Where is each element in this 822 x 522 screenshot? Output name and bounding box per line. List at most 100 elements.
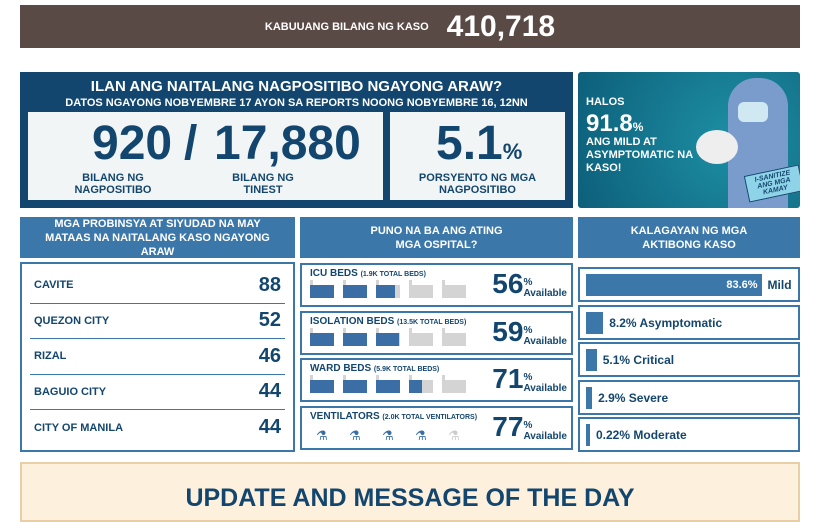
today-title: ILAN ANG NAITALANG NAGPOSITIBO NGAYONG A… [90, 78, 503, 95]
bed-icon [376, 375, 400, 393]
provinces-list: CAVITE 88 QUEZON CITY 52 RIZAL 46 BAGUIO CITY 4… [20, 262, 295, 452]
bed-icon [442, 375, 466, 393]
ventilator-icon: ⚗ [316, 428, 328, 443]
face-mask-icon [738, 102, 768, 122]
available-label: Available [523, 336, 567, 347]
bed-icon [343, 328, 367, 346]
bed-icon [376, 280, 400, 298]
severity-item: 8.2% Asymptomatic [578, 305, 800, 340]
hospital-capacity-item: ISOLATION BEDS (13.5K TOTAL BEDS) 59% Ava… [300, 311, 573, 355]
bed-icon [376, 328, 400, 346]
severity-bar [586, 386, 593, 409]
province-row: CITY OF MANILA 44 [30, 410, 285, 446]
ventilator-icon: ⚗ [415, 428, 427, 443]
slash: / [184, 117, 198, 170]
severity-item: 2.9% Severe [578, 380, 800, 415]
promo-banner: HALOS 91.8% ANG MILD AT ASYMPTOMATIC NA … [578, 72, 800, 208]
positivity-rate-box: 5.1% PORSYENTO NG MGA NAGPOSITIBO [390, 112, 565, 200]
severity-header: KALAGAYAN NG MGA AKTIBONG KASO [578, 217, 800, 258]
total-cases-label: KABUUANG BILANG NG KASO [264, 20, 429, 33]
tested-value: 17,880 [214, 117, 361, 170]
severity-label: Asymptomatic [639, 315, 723, 330]
bed-icon [310, 280, 334, 298]
today-subtitle: DATOS NGAYONG NOBYEMBRE 17 AYON SA REPOR… [65, 97, 528, 109]
province-row: CAVITE 88 [30, 268, 285, 304]
promo-halos: HALOS [586, 96, 625, 108]
capacity-name: ICU BEDS [310, 268, 358, 279]
capacity-name: WARD BEDS [310, 363, 372, 374]
positive-label: BILANG NG NAGPOSITIBO [74, 172, 152, 196]
capacity-total: (5.9K TOTAL BEDS) [373, 366, 440, 373]
province-name: RIZAL [34, 350, 67, 363]
severity-label: Mild [767, 277, 792, 292]
province-name: CITY OF MANILA [34, 421, 124, 434]
percent-sign: % [523, 372, 533, 383]
capacity-total: (2.0K TOTAL VENTILATORS) [382, 414, 478, 421]
promo-text: ANG MILD AT ASYMPTOMATIC NA KASO! [586, 136, 693, 174]
province-name: BAGUIO CITY [34, 385, 107, 398]
capacity-percent: 71 [492, 363, 524, 394]
provinces-header: MGA PROBINSYA AT SIYUDAD NA MAY MATAAS N… [20, 217, 295, 258]
bed-icon [409, 328, 433, 346]
province-name: CAVITE [34, 279, 74, 292]
severity-label: Moderate [633, 427, 687, 442]
severity-label: Critical [633, 352, 675, 367]
province-name: QUEZON CITY [34, 314, 110, 327]
tested-label: BILANG NG TINEST [232, 172, 294, 196]
total-cases-value: 410,718 [446, 9, 556, 43]
positive-value: 920 [92, 117, 173, 170]
severity-label: Severe [628, 390, 669, 405]
capacity-percent: 56 [492, 268, 524, 299]
ventilator-icon: ⚗ [382, 428, 394, 443]
rate-value: 5.1 [436, 117, 503, 170]
available-label: Available [523, 288, 567, 299]
total-cases-banner: KABUUANG BILANG NG KASO 410,718 [20, 5, 800, 48]
province-row: BAGUIO CITY 44 [30, 375, 285, 410]
severity-item: 83.6% Mild [578, 267, 800, 302]
severity-percent: 2.9% [598, 390, 626, 405]
province-count: 44 [258, 380, 281, 403]
soap-hands-illustration [696, 130, 738, 164]
promo-unit: % [632, 120, 644, 134]
available-label: Available [523, 383, 567, 394]
bed-icon [442, 280, 466, 298]
promo-value: 91.8 [586, 110, 633, 137]
severity-item: 5.1% Critical [578, 342, 800, 377]
province-count: 52 [258, 309, 281, 332]
severity-bar [586, 423, 590, 446]
severity-percent: 8.2% [609, 315, 637, 330]
province-count: 88 [258, 273, 281, 296]
capacity-total: (13.5K TOTAL BEDS) [397, 319, 467, 326]
hospital-capacity-item: VENTILATORS (2.0K TOTAL VENTILATORS) ⚗ ⚗ ⚗… [300, 406, 573, 450]
province-count: 46 [258, 344, 281, 367]
bed-icon [343, 280, 367, 298]
capacity-percent: 59 [492, 316, 524, 347]
severity-percent: 0.22% [596, 427, 631, 442]
severity-bar: 83.6% [586, 273, 762, 296]
capacity-total: (1.9K TOTAL BEDS) [360, 271, 426, 278]
available-label: Available [523, 431, 567, 442]
bed-icon [442, 328, 466, 346]
severity-percent: 5.1% [602, 352, 631, 367]
bed-icon [310, 328, 334, 346]
rate-label: PORSYENTO NG MGA NAGPOSITIBO [418, 172, 537, 196]
bed-icon [409, 375, 433, 393]
percent-sign: % [523, 325, 533, 336]
province-count: 44 [258, 416, 281, 439]
update-section: UPDATE AND MESSAGE OF THE DAY [20, 462, 800, 522]
hospitals-header: PUNO NA BA ANG ATING MGA OSPITAL? [300, 217, 573, 258]
province-row: QUEZON CITY 52 [30, 304, 285, 339]
bed-icon [343, 375, 367, 393]
update-title: UPDATE AND MESSAGE OF THE DAY [185, 484, 635, 512]
capacity-name: ISOLATION BEDS [310, 316, 395, 327]
ventilator-icon: ⚗ [448, 428, 460, 443]
today-panel: ILAN ANG NAITALANG NAGPOSITIBO NGAYONG A… [20, 72, 573, 208]
capacity-name: VENTILATORS [310, 411, 380, 422]
positive-tested-box: 920 / 17,880 BILANG NG NAGPOSITIBO BILAN… [28, 112, 383, 200]
capacity-percent: 77 [492, 411, 524, 442]
severity-bar [586, 311, 604, 334]
province-row: RIZAL 46 [30, 339, 285, 375]
ventilator-icon: ⚗ [349, 428, 361, 443]
rate-unit: % [502, 139, 523, 164]
severity-item: 0.22% Moderate [578, 417, 800, 452]
